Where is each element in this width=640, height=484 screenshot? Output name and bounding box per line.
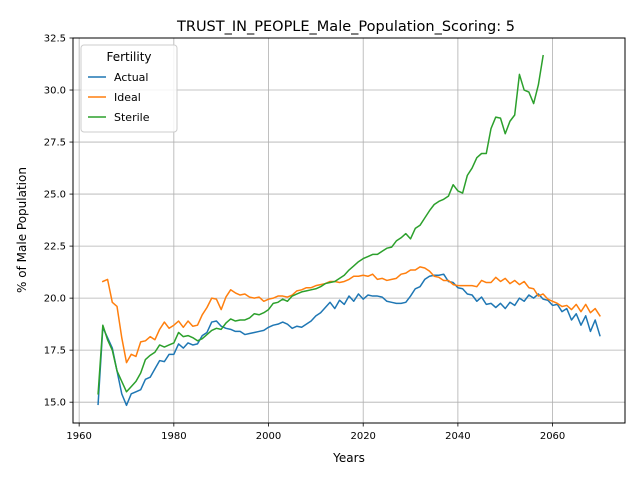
- plot-frame: [72, 37, 626, 424]
- series-line-sterile: [97, 54, 544, 395]
- x-tick-label: 1980: [161, 431, 186, 442]
- legend-title: Fertility: [106, 50, 151, 64]
- legend-box: [80, 44, 178, 133]
- legend-entry-sterile: Sterile: [88, 111, 150, 124]
- legend-label: Sterile: [114, 111, 150, 124]
- x-axis-label: Years: [332, 451, 365, 465]
- y-tick-label: 20.0: [44, 294, 66, 305]
- chart-title: TRUST_IN_PEOPLE_Male_Population_Scoring:…: [176, 19, 515, 35]
- legend-entry-actual: Actual: [88, 71, 148, 84]
- y-tick-label: 27.5: [44, 138, 66, 149]
- legend-entries: Actual Ideal Sterile: [88, 71, 150, 124]
- legend-label: Actual: [114, 71, 148, 84]
- y-axis-label: % of Male Population: [15, 167, 29, 293]
- y-axis-ticks: 15.0 17.5 20.0 22.5 25.0 27.5 30.0 32.5: [44, 34, 73, 409]
- y-tick-label: 32.5: [44, 34, 66, 45]
- legend-label: Ideal: [114, 91, 141, 104]
- series-line-actual: [97, 273, 601, 407]
- x-tick-label: 2000: [256, 431, 281, 442]
- series-line-ideal: [101, 266, 601, 364]
- x-tick-label: 1960: [66, 431, 91, 442]
- y-tick-label: 25.0: [44, 190, 66, 201]
- x-tick-label: 2040: [445, 431, 470, 442]
- y-tick-label: 15.0: [44, 398, 66, 409]
- x-tick-label: 2060: [540, 431, 565, 442]
- y-tick-label: 30.0: [44, 86, 66, 97]
- y-tick-label: 22.5: [44, 242, 66, 253]
- x-tick-label: 2020: [350, 431, 375, 442]
- x-axis-ticks: 1960 1980 2000 2020 2040 2060: [66, 423, 565, 442]
- y-tick-label: 17.5: [44, 346, 66, 357]
- legend-entry-ideal: Ideal: [88, 91, 141, 104]
- series-lines: [97, 54, 601, 407]
- legend: Fertility Actual Ideal Sterile: [80, 44, 178, 133]
